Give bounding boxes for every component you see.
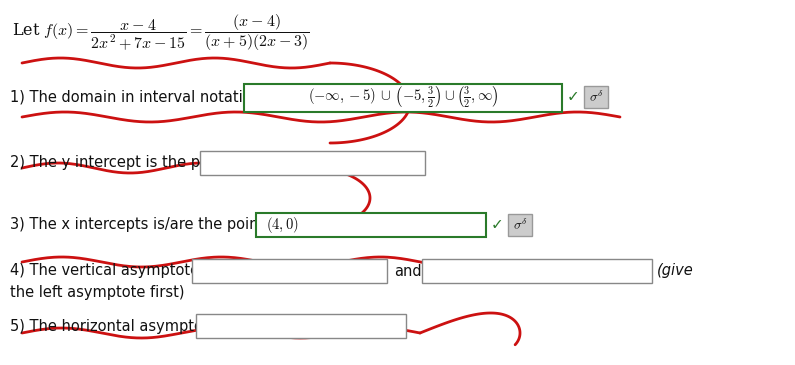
Text: Let $f(x) = \dfrac{x-4}{2x^2+7x-15} = \dfrac{(x-4)}{(x+5)(2x-3)}$: Let $f(x) = \dfrac{x-4}{2x^2+7x-15} = \d… <box>12 12 310 53</box>
Text: $( 4,0)$: $( 4,0)$ <box>266 215 299 235</box>
Text: $\sigma^{\delta}$: $\sigma^{\delta}$ <box>589 90 603 104</box>
FancyBboxPatch shape <box>244 84 562 112</box>
Text: $(-\infty,-5)\,\cup\,\left(-5,\frac{3}{2}\right)\cup\left(\frac{3}{2},\infty\rig: $(-\infty,-5)\,\cup\,\left(-5,\frac{3}{2… <box>308 85 498 110</box>
FancyBboxPatch shape <box>584 86 608 108</box>
Text: (give: (give <box>657 264 694 278</box>
Text: 1) The domain in interval notation is: 1) The domain in interval notation is <box>10 89 277 104</box>
Text: ✓: ✓ <box>491 218 504 233</box>
FancyBboxPatch shape <box>192 259 387 283</box>
FancyBboxPatch shape <box>256 213 486 237</box>
Text: 3) The x intercepts is/are the point(s): 3) The x intercepts is/are the point(s) <box>10 218 283 233</box>
Text: 5) The horizontal asymptote is: 5) The horizontal asymptote is <box>10 319 234 334</box>
FancyBboxPatch shape <box>196 314 406 338</box>
Text: 4) The vertical asymptotes are: 4) The vertical asymptotes are <box>10 264 235 278</box>
FancyBboxPatch shape <box>200 151 425 175</box>
FancyBboxPatch shape <box>422 259 652 283</box>
Text: $\sigma^{\delta}$: $\sigma^{\delta}$ <box>513 218 527 233</box>
Text: 2) The y intercept is the point: 2) The y intercept is the point <box>10 155 228 170</box>
Text: and: and <box>394 264 421 278</box>
FancyBboxPatch shape <box>508 214 532 236</box>
Text: ✓: ✓ <box>567 89 580 104</box>
Text: the left asymptote first): the left asymptote first) <box>10 285 184 300</box>
